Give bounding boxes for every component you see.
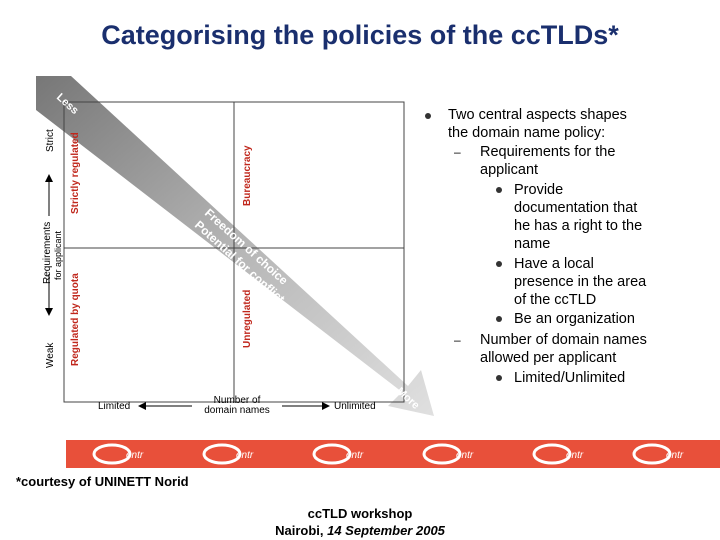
centr-logo: entr [422,443,502,465]
footnote: *courtesy of UNINETT Norid [16,474,189,489]
sub-point-number-line1: Number of domain names [480,332,647,348]
bullet-dot [496,316,502,322]
centr-logo: entr [202,443,282,465]
footer-date: 14 September 2005 [327,523,445,538]
x-axis-arrowhead-right [322,402,330,410]
x-axis-unlimited-label: Unlimited [334,401,376,412]
y-axis-strict-label: Strict [45,129,56,152]
item-documentation-line3: he has a right to the [514,218,643,234]
slide-title: Categorising the policies of the ccTLDs* [101,20,619,50]
bullet-dot [496,375,502,381]
centr-banner: entr entr entr entr entr entr [66,440,720,468]
footer-location-date: Nairobi, 14 September 2005 [0,522,720,539]
item-limited-unlimited-line1: Limited/Unlimited [514,370,626,386]
bullet-dot [496,261,502,267]
sub-point-requirements-line1: Requirements for the [480,144,616,160]
x-axis-arrowhead-left [138,402,146,410]
centr-logo-text: entr [346,450,364,461]
policy-diagram: Less More Freedom of choice Potential fo… [36,76,434,416]
y-axis-weak-label: Weak [45,342,56,368]
quadrant-regulated-by-quota: Regulated by quota [70,273,81,366]
x-axis-label-line1: Number of [214,395,261,406]
centr-logo: entr [312,443,392,465]
y-axis-arrowhead-down [45,308,53,316]
item-documentation-line2: documentation that [514,200,638,216]
item-local-presence-line2: presence in the area [514,274,647,290]
footer-event: ccTLD workshop [307,506,413,521]
centr-logo: entr [532,443,612,465]
centr-logo-text: entr [236,450,254,461]
diagonal-arrow [36,76,434,416]
x-axis-limited-label: Limited [98,401,130,412]
slide-footer: ccTLD workshop Nairobi, 14 September 200… [0,505,720,539]
footer-location: Nairobi, [275,523,328,538]
dash-bullet: – [454,145,461,159]
centr-logo-text: entr [126,450,144,461]
bullet-dot [496,187,502,193]
main-point-line2: the domain name policy: [448,125,606,141]
item-documentation-line1: Provide [514,182,564,198]
y-axis-label-line2: for applicant [53,230,63,280]
item-organization-line1: Be an organization [514,311,635,327]
bullet-dot [425,113,431,119]
sub-point-number-line2: allowed per applicant [480,350,617,366]
dash-bullet: – [454,333,461,347]
centr-logo: entr [92,443,172,465]
y-axis-arrowhead-up [45,174,53,182]
centr-logo-text: entr [566,450,584,461]
item-documentation-line4: name [514,236,551,252]
sub-point-requirements-line2: applicant [480,162,539,178]
y-axis-label-line1: Requirements [42,222,53,284]
quadrant-unregulated: Unregulated [242,290,253,348]
main-point-line1: Two central aspects shapes [448,107,627,123]
item-local-presence-line1: Have a local [514,256,594,272]
centr-logo-text: entr [666,450,684,461]
quadrant-strictly-regulated: Strictly regulated [70,132,81,214]
centr-logo: entr [632,443,712,465]
centr-logo-text: entr [456,450,474,461]
quadrant-bureaucracy: Bureaucracy [242,145,253,206]
item-local-presence-line3: of the ccTLD [514,292,597,308]
x-axis-label-line2: domain names [204,405,270,416]
